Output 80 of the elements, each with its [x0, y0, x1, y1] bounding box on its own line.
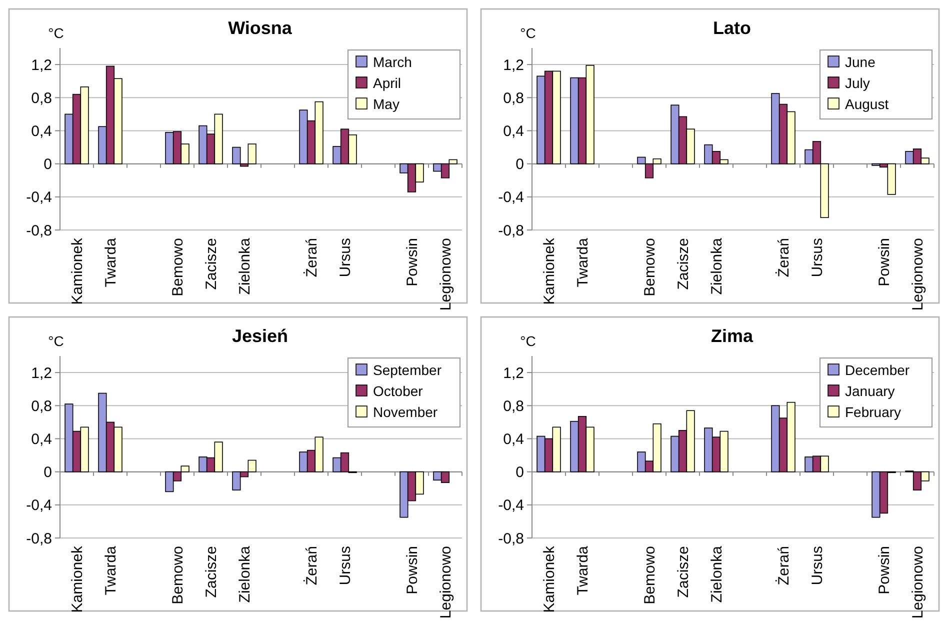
x-tick-label: Ursus: [337, 238, 354, 278]
legend-label: June: [845, 54, 876, 70]
y-tick-label: 0,8: [31, 90, 52, 107]
x-tick-label: Zacisze: [675, 546, 692, 598]
legend-label: February: [845, 404, 902, 420]
x-tick-label: Zielonka: [236, 237, 254, 295]
x-tick-label: Legionowo: [910, 546, 926, 619]
x-tick-label: Twarda: [102, 237, 120, 288]
x-tick-label: Żerań: [302, 238, 320, 278]
x-tick-label: Twarda: [574, 545, 592, 596]
x-tick-label: Ursus: [809, 546, 826, 586]
x-tick-label: Żerań: [774, 546, 792, 586]
legend-label: July: [845, 74, 870, 91]
x-tick-label: Zacisze: [203, 546, 220, 598]
y-tick-label: -0,8: [26, 222, 52, 240]
x-tick-label: Kamionek: [69, 238, 86, 305]
x-tick-label: Powsin: [876, 238, 893, 286]
x-tick-label: Powsin: [404, 238, 421, 286]
x-tick-label: Legionowo: [438, 238, 454, 311]
chart-title: Lato: [713, 18, 751, 38]
x-tick-label: Bemowo: [642, 238, 658, 296]
x-tick-label: Zielonka: [236, 545, 254, 603]
x-tick-label: Żerań: [774, 238, 792, 278]
x-tick-label: Ursus: [809, 238, 826, 278]
y-tick-label: 0: [516, 464, 524, 482]
legend-label: August: [845, 96, 889, 112]
y-tick-label: -0,8: [498, 530, 524, 548]
y-tick-label: 0,8: [503, 90, 524, 107]
x-tick-label: Legionowo: [438, 546, 454, 619]
legend-label: October: [373, 382, 424, 399]
x-tick-label: Powsin: [404, 546, 421, 594]
y-axis-title: °C: [48, 25, 64, 41]
y-tick-label: 0,4: [503, 430, 524, 448]
x-tick-label: Zacisze: [675, 238, 692, 290]
x-tick-label: Twarda: [102, 545, 120, 596]
legend-label: September: [373, 362, 442, 378]
y-tick-label: 1,2: [503, 364, 524, 382]
legend-label: May: [373, 96, 400, 112]
y-tick-label: 1,2: [31, 364, 52, 382]
y-tick-label: 0: [44, 156, 52, 174]
y-tick-label: 1,2: [31, 56, 52, 74]
x-tick-label: Kamionek: [541, 546, 558, 613]
y-axis-title: °C: [520, 333, 536, 349]
chart-title: Zima: [710, 326, 754, 346]
x-tick-label: Bemowo: [170, 238, 186, 296]
y-tick-label: -0,4: [26, 497, 52, 514]
y-tick-label: 0,4: [31, 122, 52, 140]
x-tick-label: Zacisze: [203, 238, 220, 290]
chart-title: Jesień: [232, 326, 288, 346]
x-tick-label: Żerań: [302, 546, 320, 586]
y-tick-label: -0,4: [498, 189, 524, 206]
y-tick-label: 0: [44, 464, 52, 482]
y-tick-label: 0: [516, 156, 524, 174]
legend-label: March: [373, 54, 412, 70]
x-tick-label: Zielonka: [708, 237, 726, 295]
x-tick-label: Bemowo: [642, 546, 658, 604]
y-tick-label: 0,4: [503, 122, 524, 140]
legend-label: December: [845, 362, 910, 378]
y-axis-title: °C: [48, 333, 64, 349]
x-tick-label: Powsin: [876, 546, 893, 594]
x-tick-label: Kamionek: [69, 546, 86, 613]
y-tick-label: -0,8: [26, 530, 52, 548]
legend-label: November: [373, 404, 438, 420]
x-tick-label: Ursus: [337, 546, 354, 586]
x-tick-label: Zielonka: [708, 545, 726, 603]
legend-label: April: [373, 74, 402, 91]
x-tick-label: Legionowo: [910, 238, 926, 311]
y-axis-title: °C: [520, 25, 536, 41]
legend-label: January: [845, 382, 895, 399]
x-tick-label: Twarda: [574, 237, 592, 288]
y-tick-label: -0,8: [498, 222, 524, 240]
y-tick-label: 0,4: [31, 430, 52, 448]
y-tick-label: -0,4: [26, 189, 52, 206]
x-tick-label: Kamionek: [541, 238, 558, 305]
y-tick-label: 0,8: [31, 398, 52, 415]
chart-title: Wiosna: [228, 18, 293, 38]
x-tick-label: Bemowo: [170, 546, 186, 604]
y-tick-label: 1,2: [503, 56, 524, 74]
y-tick-label: 0,8: [503, 398, 524, 415]
y-tick-label: -0,4: [498, 497, 524, 514]
